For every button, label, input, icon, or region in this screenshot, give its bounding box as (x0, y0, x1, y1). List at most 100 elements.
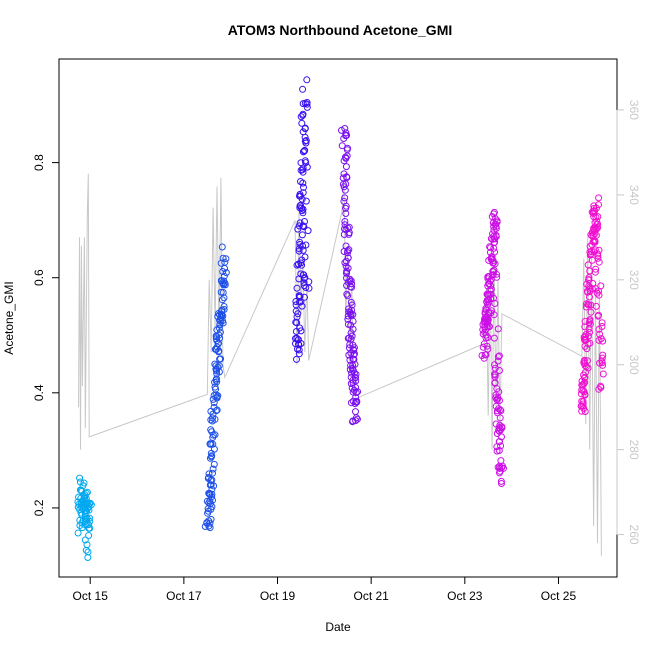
data-point (493, 270, 500, 278)
data-point (352, 389, 360, 397)
data-point (342, 262, 350, 270)
data-point (296, 292, 304, 300)
data-point (486, 286, 494, 294)
data-point (350, 351, 358, 359)
data-point (210, 445, 218, 453)
data-point (294, 260, 302, 268)
data-point (595, 258, 603, 266)
data-point (301, 137, 309, 145)
data-point (221, 258, 229, 266)
data-point (300, 279, 308, 287)
data-point (302, 197, 310, 205)
data-point (353, 415, 361, 423)
data-point (590, 237, 598, 245)
right-y-tick-label: 360 (627, 100, 641, 120)
x-tick-label: Oct 15 (73, 589, 109, 603)
data-point (584, 364, 592, 372)
data-point (212, 407, 220, 415)
data-point (342, 153, 349, 161)
data-point (207, 477, 215, 484)
data-point (491, 364, 499, 372)
right-y-tick-label: 280 (627, 440, 641, 460)
data-point (347, 310, 355, 318)
data-point (341, 194, 349, 202)
data-point (344, 334, 352, 342)
data-point (300, 282, 308, 290)
y-tick-label: 0.6 (32, 269, 46, 286)
data-point (74, 529, 82, 537)
data-point (298, 261, 306, 269)
data-point (293, 284, 301, 292)
data-point (299, 111, 307, 119)
data-point (495, 405, 502, 413)
gray-line-path (78, 173, 602, 556)
data-point (218, 311, 225, 319)
data-point (341, 186, 349, 194)
data-point (301, 124, 309, 132)
data-point (498, 480, 505, 487)
data-point (595, 201, 602, 209)
x-tick-label: Oct 19 (260, 589, 296, 603)
data-point (348, 301, 356, 309)
data-point (209, 469, 216, 477)
y-tick-label: 0.4 (32, 384, 46, 401)
data-point (342, 163, 350, 171)
data-point (295, 245, 303, 253)
data-point (597, 384, 605, 391)
data-point (206, 490, 214, 498)
data-point (580, 388, 588, 396)
x-tick-label: Oct 25 (541, 589, 577, 603)
x-tick-label: Oct 21 (353, 589, 389, 603)
data-point (483, 313, 491, 321)
data-point (579, 402, 587, 410)
data-point (493, 430, 501, 437)
data-point (347, 373, 355, 381)
data-point (496, 462, 504, 470)
data-point (593, 289, 601, 297)
data-point (496, 367, 503, 374)
data-point (299, 128, 307, 136)
data-point (592, 231, 600, 239)
data-point (592, 265, 600, 273)
data-point (215, 331, 223, 339)
data-point (486, 277, 494, 285)
data-point (348, 332, 356, 340)
data-point (485, 291, 493, 299)
chart-title: ATOM3 Northbound Acetone_GMI (228, 22, 453, 38)
data-point (594, 220, 602, 228)
data-point (209, 496, 216, 504)
data-point (594, 254, 602, 262)
data-point (211, 378, 219, 386)
data-point (579, 398, 587, 406)
data-point (489, 271, 497, 279)
data-point (298, 231, 306, 239)
data-point (207, 416, 215, 424)
data-point (219, 280, 227, 288)
y-axis-label: Acetone_GMI (2, 281, 16, 354)
data-point (340, 157, 348, 165)
data-point (295, 247, 303, 255)
data-point (219, 289, 227, 296)
data-point (488, 253, 496, 261)
data-point (77, 486, 85, 494)
data-point (486, 243, 494, 251)
data-point (207, 426, 215, 434)
data-point (299, 246, 307, 254)
data-point (595, 336, 603, 344)
data-point (484, 301, 492, 308)
data-point (585, 319, 593, 327)
data-point (345, 344, 353, 352)
data-point (495, 447, 503, 454)
data-point (352, 408, 359, 416)
data-point (592, 302, 600, 310)
data-point (216, 321, 224, 329)
data-point (589, 207, 597, 215)
data-point (344, 254, 352, 262)
data-point (487, 244, 494, 252)
data-point (487, 285, 495, 293)
data-point (494, 357, 502, 365)
data-point (352, 377, 360, 385)
x-axis: Oct 15 Oct 17 Oct 19 Oct 21 Oct 23 Oct 25 (73, 576, 577, 603)
y-tick-label: 0.8 (32, 154, 46, 171)
data-point (496, 438, 503, 446)
